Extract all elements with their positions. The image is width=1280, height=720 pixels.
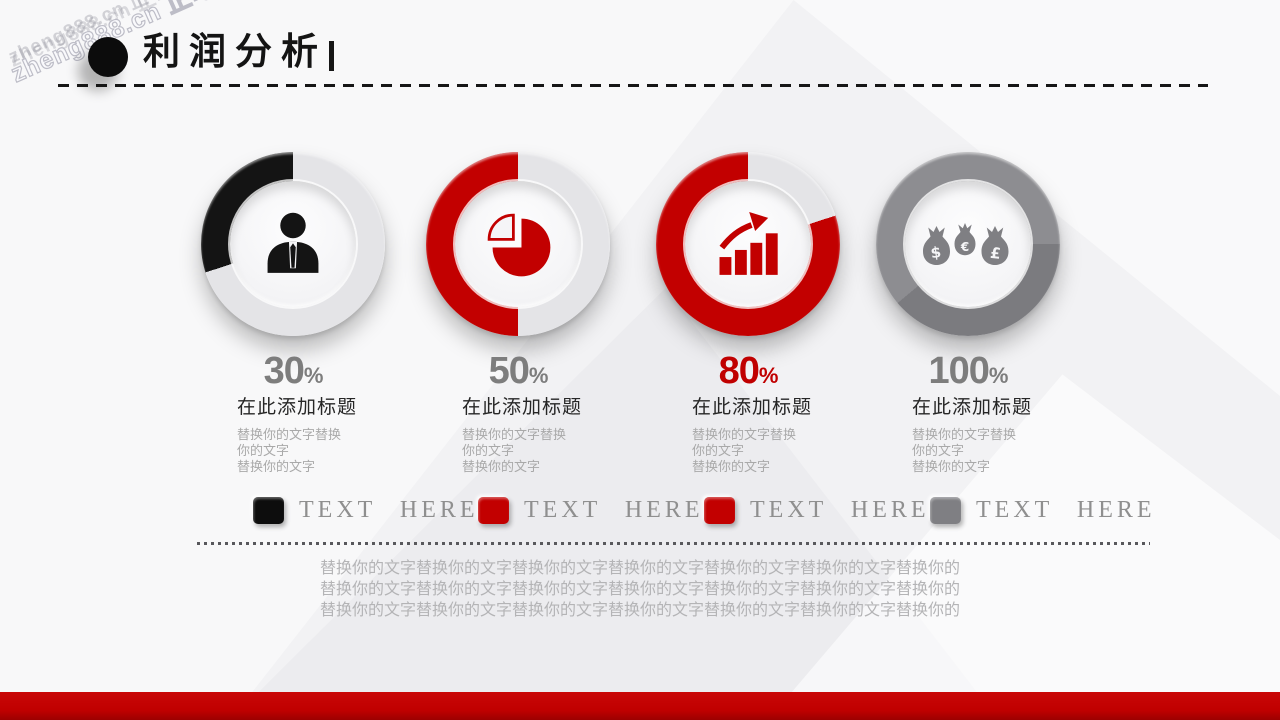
title-divider-bar [329, 41, 334, 71]
percent-value: 80% [718, 350, 779, 392]
svg-text:£: £ [989, 244, 1001, 263]
legend-swatch-black [253, 497, 284, 524]
stat-body: 替换你的文字替换 你的文字 替换你的文字 [692, 427, 797, 474]
progress-ring-50 [426, 152, 610, 336]
ring-face [685, 181, 811, 307]
legend-label: TEXT HERE [299, 497, 479, 523]
stat-body: 替换你的文字替换 你的文字 替换你的文字 [462, 427, 567, 474]
legend-label: TEXT HERE [750, 497, 930, 523]
stat-body: 替换你的文字替换 你的文字 替换你的文字 [237, 427, 342, 474]
legend-swatch-gray [930, 497, 961, 524]
percent-value: 50% [488, 350, 549, 392]
stat-title: 在此添加标题 [912, 397, 1033, 418]
pie-chart-icon [487, 213, 551, 277]
body-paragraph: 替换你的文字替换你的文字替换你的文字替换你的文字替换你的文字替换你的文字替换你的… [319, 560, 960, 619]
stat-column: 30% 在此添加标题 替换你的文字替换 你的文字 替换你的文字 [201, 152, 385, 482]
header-dashed-line [58, 84, 1208, 87]
stat-column: 80% 在此添加标题 替换你的文字替换 你的文字 替换你的文字 [656, 152, 840, 482]
dotted-divider [197, 542, 1150, 545]
stat-body: 替换你的文字替换 你的文字 替换你的文字 [912, 427, 1017, 474]
legend-label: TEXT HERE [976, 497, 1156, 523]
legend-label: TEXT HERE [524, 497, 704, 523]
growth-chart-icon [719, 211, 778, 275]
svg-text:€: € [960, 240, 969, 254]
bullet-dot-icon [88, 37, 128, 77]
progress-ring-100: $ € £ [876, 152, 1060, 336]
legend-item: TEXT HERE [704, 497, 930, 524]
stat-column: $ € £ 100% 在此添加标题 替换你的文字替换 你的文字 替换你的文字 [876, 152, 1060, 482]
legend-item: TEXT HERE [930, 497, 1156, 524]
money-bags-icon: $ € £ [923, 223, 1009, 265]
ring-face [455, 181, 581, 307]
stat-title: 在此添加标题 [237, 397, 358, 418]
svg-text:$: $ [929, 243, 942, 262]
page-title: 利润分析 [143, 32, 327, 73]
stat-column: 50% 在此添加标题 替换你的文字替换 你的文字 替换你的文字 [426, 152, 610, 482]
progress-ring-30 [201, 152, 385, 336]
progress-ring-80 [656, 152, 840, 336]
legend-item: TEXT HERE [478, 497, 704, 524]
percent-value: 100% [928, 350, 1009, 392]
stat-title: 在此添加标题 [692, 397, 813, 418]
legend-item: TEXT HERE [253, 497, 479, 524]
stat-title: 在此添加标题 [462, 397, 583, 418]
bottom-accent-bar [0, 692, 1280, 720]
legend-swatch-red [478, 497, 509, 524]
percent-value: 30% [263, 350, 324, 392]
person-icon [267, 212, 319, 273]
legend-swatch-red [704, 497, 735, 524]
